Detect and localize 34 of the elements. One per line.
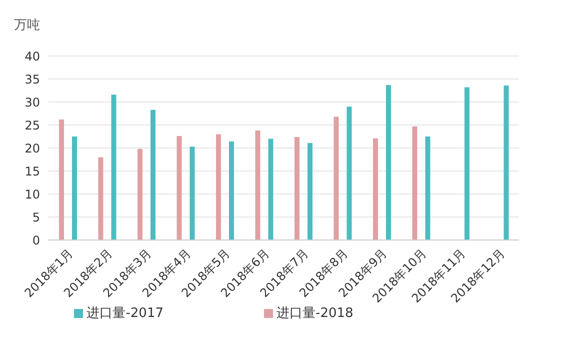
bar <box>386 84 391 240</box>
y-tick-label: 25 <box>24 118 40 132</box>
bar <box>425 136 430 240</box>
bar <box>176 136 182 240</box>
y-tick-label: 20 <box>24 141 40 156</box>
y-tick-label: 5 <box>32 210 40 224</box>
bar <box>190 146 195 240</box>
bar <box>412 126 418 240</box>
y-tick-label: 35 <box>24 72 40 86</box>
bar <box>228 142 234 240</box>
bar <box>464 87 470 240</box>
y-tick-label: 15 <box>24 164 40 178</box>
bar <box>334 116 339 240</box>
bar <box>58 119 64 240</box>
y-axis-title: 万吨 <box>14 17 40 34</box>
bar <box>294 136 300 240</box>
y-tick-label: 10 <box>24 187 40 202</box>
y-tick-label: 0 <box>32 233 40 248</box>
bar <box>504 85 509 240</box>
bar <box>98 157 104 240</box>
bar <box>372 138 378 240</box>
bar <box>307 142 312 240</box>
legend-label: 进口量-2018 <box>276 306 354 321</box>
bar <box>216 134 221 240</box>
bar <box>111 94 116 240</box>
bar <box>137 148 142 240</box>
legend-label: 进口量-2017 <box>86 306 164 321</box>
bar <box>268 138 274 240</box>
y-tick-label: 30 <box>24 95 40 110</box>
bar <box>72 136 77 240</box>
bar <box>346 106 352 240</box>
y-tick-label: 40 <box>24 49 40 64</box>
bar <box>150 110 156 240</box>
bar <box>255 130 260 240</box>
